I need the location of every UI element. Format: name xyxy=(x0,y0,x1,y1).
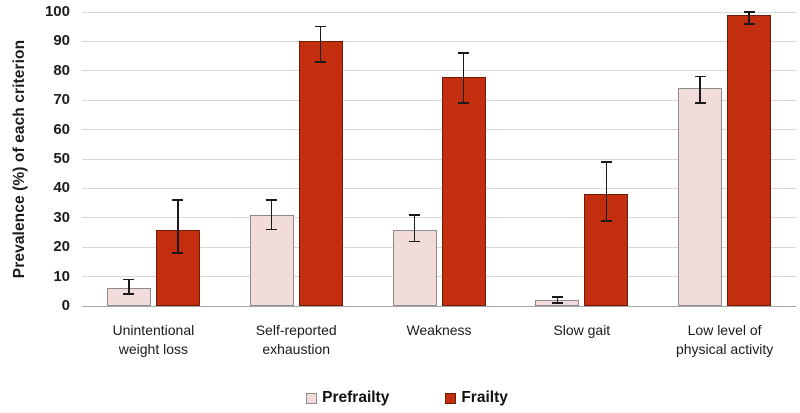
x-category-label-line: Weakness xyxy=(406,322,472,338)
error-bar xyxy=(128,279,130,295)
error-bar-cap xyxy=(123,293,135,296)
error-bar-cap xyxy=(458,52,469,54)
x-category-label-line: Unintentional xyxy=(112,322,195,338)
gridline xyxy=(82,246,796,248)
y-tick-label: 80 xyxy=(53,61,70,79)
error-bar xyxy=(748,12,750,24)
error-bar-cap xyxy=(600,219,612,222)
legend-swatch-frailty xyxy=(445,392,457,404)
error-bar-cap xyxy=(315,61,327,63)
x-category-label: Weakness xyxy=(368,321,510,340)
error-bar xyxy=(556,297,559,304)
error-bar-cap xyxy=(458,102,469,104)
error-bar-cap xyxy=(600,161,612,163)
y-tick-label: 40 xyxy=(53,179,70,197)
error-bar xyxy=(177,200,179,254)
gridline xyxy=(82,158,796,160)
legend-label: Frailty xyxy=(461,389,508,406)
y-tick-label: 50 xyxy=(53,150,70,167)
bar-frailty-2 xyxy=(298,41,343,306)
y-tick-label: 20 xyxy=(53,238,70,256)
x-category-label-line: physical activity xyxy=(675,341,774,357)
gridline xyxy=(82,99,796,101)
error-bar-cap xyxy=(266,228,278,231)
error-bar xyxy=(699,76,701,104)
error-bar-cap xyxy=(315,25,327,28)
x-category-label-line: weight loss xyxy=(118,341,189,357)
gridline xyxy=(82,276,796,278)
x-category-label: Unintentional weight loss xyxy=(82,321,224,359)
x-category-label: Slow gait xyxy=(511,321,653,340)
error-bar-cap xyxy=(172,199,184,201)
y-tick-label: 60 xyxy=(53,120,70,138)
error-bar-cap xyxy=(409,240,420,243)
x-category-label: Low level of physical activity xyxy=(654,321,796,359)
gridline xyxy=(82,217,796,219)
y-tick-label: 30 xyxy=(53,208,70,226)
y-tick-label: 0 xyxy=(61,297,70,314)
error-bar-cap xyxy=(551,296,563,298)
error-bar-cap xyxy=(409,214,420,216)
error-bar xyxy=(270,200,273,230)
legend-item-prefrailty: Prefrailty xyxy=(306,389,389,407)
gridline xyxy=(82,11,796,13)
y-tick-label: 100 xyxy=(44,3,70,20)
x-category-label: Self-reported exhaustion xyxy=(225,321,367,359)
legend-label: Prefrailty xyxy=(322,389,390,406)
error-bar-cap xyxy=(172,252,184,254)
gridline xyxy=(82,187,796,189)
x-category-label-line: Low level of xyxy=(687,322,762,338)
gridline xyxy=(82,40,796,42)
error-bar-cap xyxy=(694,102,706,104)
x-axis-line xyxy=(82,305,796,307)
y-tick-label: 10 xyxy=(53,267,70,285)
chart-legend: Prefrailty Frailty xyxy=(0,389,800,407)
x-category-label-line: Self-reported xyxy=(255,322,337,338)
bar-prefrailty-5 xyxy=(678,88,723,306)
gridline xyxy=(82,129,796,131)
legend-item-frailty: Frailty xyxy=(445,389,508,407)
error-bar xyxy=(319,26,322,62)
error-bar xyxy=(605,161,608,221)
bar-frailty-1 xyxy=(155,229,200,306)
error-bar-cap xyxy=(694,75,706,78)
y-tick-label: 90 xyxy=(53,32,70,50)
x-category-label-line: Slow gait xyxy=(553,322,611,338)
bar-frailty-5 xyxy=(727,14,772,306)
gridline xyxy=(82,70,796,72)
error-bar-cap xyxy=(266,199,278,201)
legend-swatch-prefrailty xyxy=(306,392,318,404)
bar-frailty-3 xyxy=(441,76,486,306)
y-tick-label: 70 xyxy=(53,91,70,109)
error-bar-cap xyxy=(743,22,755,25)
x-category-label-line: exhaustion xyxy=(262,341,331,357)
error-bar xyxy=(413,214,416,242)
error-bar-cap xyxy=(551,302,563,304)
error-bar-cap xyxy=(123,278,135,281)
error-bar-cap xyxy=(743,11,755,13)
error-bar xyxy=(462,53,465,104)
